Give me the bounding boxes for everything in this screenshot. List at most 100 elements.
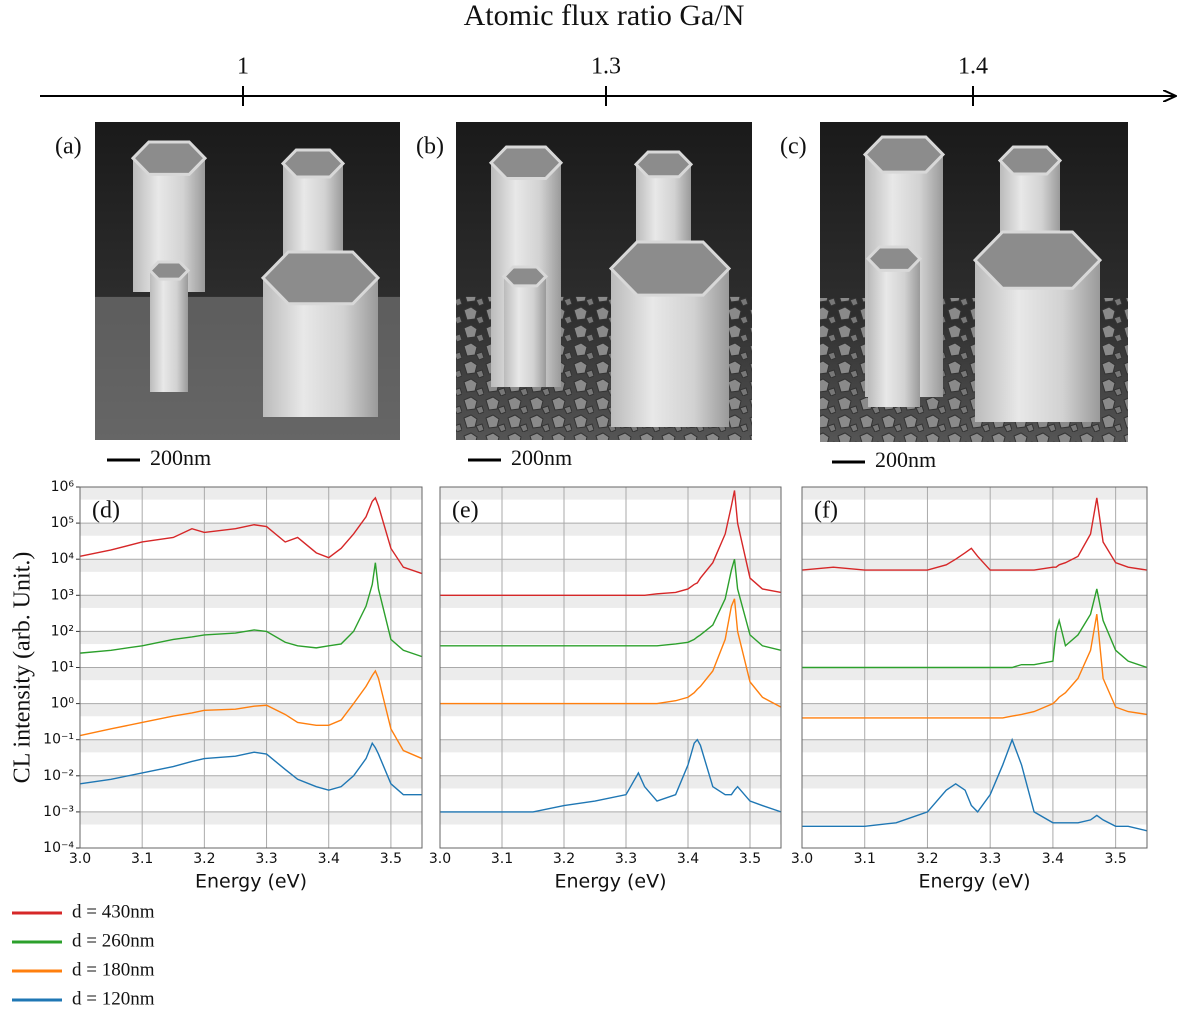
- pillar-top: [608, 240, 732, 297]
- spectra: 10⁻⁴ 10⁻³ 10⁻² 10⁻¹ 10⁰ 10¹ 10² 10³ 10⁴ 10⁵ 10⁶ 3.0…: [10, 479, 1148, 893]
- x-tick-label: 3.1: [491, 851, 513, 867]
- plot-frame: [439, 486, 782, 849]
- y-tick-label: 10⁻⁴: [43, 840, 74, 856]
- x-tick-label: 3.3: [615, 851, 637, 867]
- spectrum-line: [802, 737, 1148, 832]
- y-tick-label: 10³: [51, 587, 74, 603]
- spectrum-line: [440, 738, 782, 813]
- pillar-top: [280, 148, 346, 179]
- y-tick-label: 10¹: [51, 660, 74, 676]
- decade-band: [80, 739, 422, 753]
- decade-band: [80, 811, 422, 825]
- chart-label: (d): [92, 498, 120, 524]
- decade-band: [802, 667, 1147, 681]
- decade-band: [440, 631, 781, 645]
- pillar-top: [501, 265, 549, 288]
- x-tick-label: 3.5: [1105, 851, 1127, 867]
- decade-band: [440, 811, 781, 825]
- flux-tick-label: 1.4: [958, 54, 988, 80]
- decade-band: [440, 739, 781, 753]
- pillar-top: [147, 260, 191, 281]
- x-axis-label: Energy (eV): [554, 871, 666, 893]
- decade-band: [802, 595, 1147, 608]
- pillar-top: [865, 245, 923, 272]
- x-tick-label: 3.4: [1042, 851, 1064, 867]
- flux-tick-label: 1: [237, 54, 249, 80]
- x-axis-label: Energy (eV): [195, 871, 307, 893]
- x-tick-label: 3.2: [193, 851, 215, 867]
- x-tick-label: 3.4: [677, 851, 699, 867]
- x-tick-label: 3.1: [854, 851, 876, 867]
- legend-label: d = 120nm: [72, 988, 155, 1009]
- decade-band: [802, 487, 1147, 500]
- spectrum-line: [79, 496, 423, 575]
- decade-band: [440, 775, 781, 789]
- legend-label: d = 180nm: [72, 959, 155, 980]
- pillar-body: [150, 270, 188, 392]
- y-tick-label: 10⁰: [51, 696, 75, 712]
- decade-band: [440, 559, 781, 572]
- plot-frame: [801, 486, 1148, 849]
- spectrum-line: [440, 598, 782, 708]
- x-tick-label: 3.0: [791, 851, 813, 867]
- pillar-body: [504, 276, 546, 387]
- decade-band: [802, 739, 1147, 753]
- spectrum-line: [79, 741, 422, 796]
- y-tick-label: 10²: [51, 623, 74, 639]
- panel-label: (b): [416, 134, 444, 160]
- decade-band: [802, 559, 1147, 572]
- y-tick-label: 10⁶: [51, 479, 75, 495]
- x-tick-label: 3.2: [916, 851, 938, 867]
- spectrum-line: [79, 562, 423, 658]
- decade-band: [440, 595, 781, 608]
- pillar-top: [633, 150, 694, 179]
- y-tick-label: 10⁴: [51, 551, 75, 567]
- sem-image: [820, 122, 1128, 442]
- x-tick-label: 3.3: [255, 851, 277, 867]
- decade-band: [440, 703, 781, 717]
- y-tick-label: 10⁵: [51, 515, 74, 531]
- sem-panels: (a) 200nm (b) 200nm (c) 200nm: [55, 122, 1128, 472]
- decade-band: [80, 559, 422, 572]
- plot-frame: [79, 486, 423, 849]
- x-tick-label: 3.3: [979, 851, 1001, 867]
- panel-label: (a): [55, 134, 82, 160]
- legend: d = 430nm d = 260nm d = 180nm d = 120nm: [12, 901, 155, 1009]
- y-tick-label: 10⁻²: [43, 768, 74, 784]
- x-tick-label: 3.1: [131, 851, 153, 867]
- decade-band: [440, 523, 781, 536]
- decade-band: [802, 523, 1147, 536]
- decade-band: [440, 487, 781, 500]
- decade-band: [802, 631, 1147, 645]
- x-tick-label: 3.0: [69, 851, 91, 867]
- x-tick-label: 3.2: [553, 851, 575, 867]
- spectrum-line: [802, 588, 1148, 669]
- x-axis-label: Energy (eV): [918, 871, 1030, 893]
- y-tick-label: 10⁻³: [43, 804, 74, 820]
- pillar-top: [862, 135, 946, 174]
- spectrum-line: [802, 614, 1148, 719]
- x-tick-label: 3.0: [429, 851, 451, 867]
- scale-label: 200nm: [875, 447, 936, 472]
- x-tick-label: 3.5: [739, 851, 761, 867]
- decade-band: [440, 667, 781, 681]
- decade-band: [80, 523, 422, 536]
- decade-band: [80, 703, 422, 717]
- sem-image: [95, 122, 400, 440]
- flux-tick-label: 1.3: [591, 54, 621, 80]
- legend-label: d = 260nm: [72, 930, 155, 951]
- decade-band: [80, 775, 422, 789]
- x-tick-label: 3.4: [318, 851, 340, 867]
- decade-band: [802, 703, 1147, 717]
- scale-label: 200nm: [150, 445, 211, 470]
- panel-label: (c): [780, 134, 807, 160]
- flux-axis-title: Atomic flux ratio Ga/N: [464, 0, 745, 32]
- spectrum-line: [440, 490, 782, 596]
- pillar-body: [868, 258, 920, 407]
- decade-band: [802, 811, 1147, 825]
- pillar-top: [130, 140, 208, 176]
- decade-band: [80, 595, 422, 608]
- pillar-top: [972, 230, 1103, 290]
- pillar-top: [997, 145, 1063, 176]
